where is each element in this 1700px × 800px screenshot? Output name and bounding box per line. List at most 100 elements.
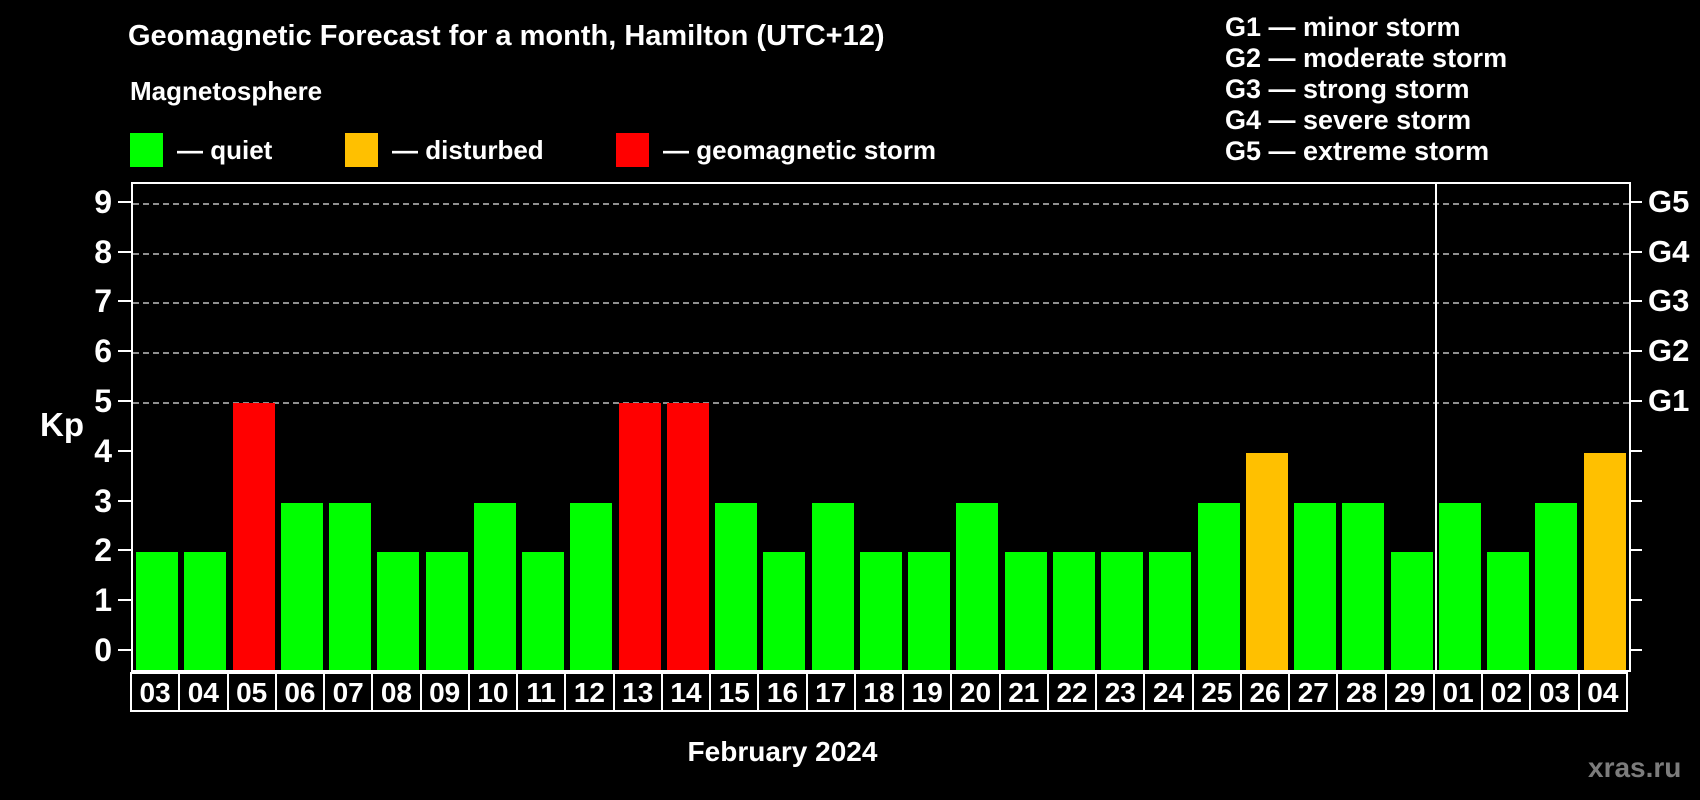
g-scale-legend-line: G5 — extreme storm xyxy=(1225,136,1490,166)
x-axis-day-box-feb-26: 26 xyxy=(1239,672,1291,712)
x-axis-day-box-feb-23: 23 xyxy=(1095,672,1146,712)
watermark: xras.ru xyxy=(1588,752,1682,783)
y-axis-label-3: 3 xyxy=(94,482,112,519)
left-axis-tick-7 xyxy=(118,300,131,303)
y-axis-label-7: 7 xyxy=(94,283,112,320)
plot-area xyxy=(131,182,1631,672)
kp-bar-day-02 xyxy=(1487,552,1530,670)
x-axis-day-box-mar-02: 02 xyxy=(1481,672,1532,712)
x-axis-day-box-feb-24: 24 xyxy=(1143,672,1194,712)
right-axis-tick-3 xyxy=(1629,499,1642,502)
x-axis-day-box-mar-01: 01 xyxy=(1432,672,1484,712)
y-axis-label-6: 6 xyxy=(94,333,112,370)
kp-bar-day-03 xyxy=(136,552,178,670)
disturbed-color-swatch xyxy=(345,133,378,167)
kp-bar-day-28 xyxy=(1342,502,1385,670)
kp-bar-day-05 xyxy=(232,403,275,670)
month-separator-line xyxy=(1434,184,1437,670)
right-axis-label-g4: G4 xyxy=(1648,233,1690,269)
gridline-kp-5 xyxy=(133,402,1629,404)
right-axis-tick-7 xyxy=(1629,300,1642,303)
y-axis-label-9: 9 xyxy=(94,183,112,220)
right-axis-label-g2: G2 xyxy=(1648,333,1690,369)
kp-bar-day-21 xyxy=(1004,552,1047,670)
disturbed-legend-label: — disturbed xyxy=(392,135,544,165)
gridline-kp-7 xyxy=(133,302,1629,305)
x-axis-day-box-feb-22: 22 xyxy=(1046,672,1098,712)
y-axis-label-4: 4 xyxy=(94,432,112,469)
x-axis-day-box-feb-29: 29 xyxy=(1384,672,1435,712)
x-axis-day-box-feb-28: 28 xyxy=(1336,672,1387,712)
left-axis-tick-9 xyxy=(118,200,131,203)
left-axis-tick-5 xyxy=(118,400,131,402)
kp-bar-day-20 xyxy=(956,502,999,670)
x-axis-month-label: February 2024 xyxy=(687,736,878,767)
kp-bar-day-13 xyxy=(618,403,661,670)
left-axis-tick-2 xyxy=(118,549,131,552)
x-axis-day-box-feb-21: 21 xyxy=(998,672,1049,712)
kp-bar-day-12 xyxy=(570,502,613,670)
x-axis-day-box-mar-03: 03 xyxy=(1529,672,1580,712)
kp-bar-day-11 xyxy=(522,552,565,670)
kp-bar-day-29 xyxy=(1390,552,1433,670)
y-axis-label-8: 8 xyxy=(94,233,112,270)
x-axis-day-box-feb-11: 11 xyxy=(516,672,567,712)
y-axis-label-0: 0 xyxy=(94,632,112,668)
x-axis-day-box-feb-03: 03 xyxy=(130,672,181,712)
x-axis-day-box-feb-27: 27 xyxy=(1288,672,1339,712)
chart-title: Geomagnetic Forecast for a month, Hamilt… xyxy=(128,20,885,52)
right-axis-tick-1 xyxy=(1629,599,1642,602)
x-axis-day-box-feb-18: 18 xyxy=(853,672,905,712)
right-axis-label-g5: G5 xyxy=(1648,183,1690,219)
left-axis-tick-6 xyxy=(118,350,131,353)
x-axis-day-box-feb-13: 13 xyxy=(612,672,663,712)
x-axis-day-box-feb-25: 25 xyxy=(1191,672,1242,712)
kp-bar-day-15 xyxy=(715,502,758,670)
x-axis-day-box-feb-06: 06 xyxy=(274,672,326,712)
x-axis-day-box-feb-16: 16 xyxy=(757,672,808,712)
x-axis-day-box-feb-09: 09 xyxy=(419,672,470,712)
kp-bar-day-18 xyxy=(859,552,902,670)
kp-bar-day-25 xyxy=(1197,502,1240,670)
storm-color-swatch xyxy=(616,133,649,167)
y-axis-title: Kp xyxy=(40,406,84,443)
right-axis-tick-0 xyxy=(1629,649,1642,651)
y-axis-label-1: 1 xyxy=(94,582,112,619)
gridline-kp-8 xyxy=(133,252,1629,255)
x-axis-day-box-feb-20: 20 xyxy=(950,672,1001,712)
kp-bar-day-19 xyxy=(908,552,951,670)
left-axis-tick-0 xyxy=(118,649,131,651)
kp-bar-day-27 xyxy=(1294,502,1337,670)
left-axis-tick-1 xyxy=(118,599,131,602)
gridline-kp-6 xyxy=(133,352,1629,355)
kp-bar-day-04 xyxy=(1583,452,1626,670)
kp-bar-day-09 xyxy=(425,552,468,670)
left-axis-tick-8 xyxy=(118,250,131,253)
kp-bar-day-17 xyxy=(811,502,854,670)
g-scale-legend-line: G4 — severe storm xyxy=(1225,105,1472,135)
kp-bar-day-22 xyxy=(1052,552,1095,670)
kp-bar-day-07 xyxy=(329,502,372,670)
gridline-kp-9 xyxy=(133,202,1629,205)
kp-bar-day-01 xyxy=(1438,502,1481,670)
g-scale-legend: G1 — minor storm G2 — moderate storm G3 — … xyxy=(1225,12,1507,167)
kp-bar-day-24 xyxy=(1149,552,1192,670)
g-scale-legend-line: G3 — strong storm xyxy=(1225,74,1470,104)
x-axis-day-box-feb-14: 14 xyxy=(660,672,712,712)
y-axis-label-5: 5 xyxy=(94,383,112,419)
g-scale-legend-line: G1 — minor storm xyxy=(1225,12,1461,42)
right-axis-label-g3: G3 xyxy=(1648,283,1690,319)
right-axis-label-g1: G1 xyxy=(1648,383,1690,418)
kp-bar-day-08 xyxy=(377,552,420,670)
x-axis-day-box-feb-07: 07 xyxy=(323,672,374,712)
right-axis-tick-6 xyxy=(1629,350,1642,353)
x-axis-day-box-feb-19: 19 xyxy=(902,672,953,712)
right-axis-tick-4 xyxy=(1629,449,1642,452)
storm-legend-label: — geomagnetic storm xyxy=(663,135,937,165)
x-axis-day-box-feb-05: 05 xyxy=(226,672,277,712)
kp-bar-day-14 xyxy=(666,403,709,670)
x-axis-day-box-feb-08: 08 xyxy=(371,672,422,712)
magnetosphere-label: Magnetosphere xyxy=(130,76,323,106)
kp-bar-day-04 xyxy=(184,552,227,670)
